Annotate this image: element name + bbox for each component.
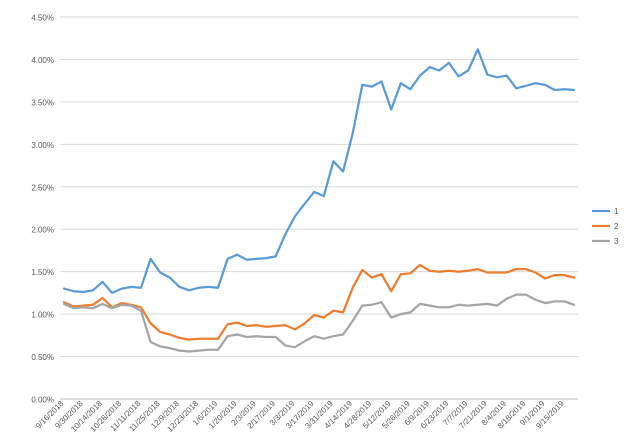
y-tick-label: 2.00% <box>31 226 54 235</box>
y-tick-label: 3.00% <box>31 141 54 150</box>
y-tick-label: 4.50% <box>31 14 54 23</box>
series-layer <box>62 48 576 353</box>
y-tick-label: 0.00% <box>31 396 54 405</box>
y-tick-label: 1.50% <box>31 268 54 277</box>
legend-label: 1 <box>614 207 619 216</box>
legend-item-1: 1 <box>592 207 619 216</box>
series-line-1 <box>62 48 576 295</box>
series-line-3 <box>62 293 576 353</box>
y-tick-label: 2.50% <box>31 183 54 192</box>
x-axis: 9/16/20189/30/201810/14/201810/28/201811… <box>34 399 566 434</box>
legend-item-2: 2 <box>592 222 619 231</box>
grid-layer <box>60 16 578 400</box>
y-tick-label: 1.00% <box>31 311 54 320</box>
legend-item-3: 3 <box>592 237 619 246</box>
y-tick-label: 4.00% <box>31 56 54 65</box>
legend-label: 2 <box>614 222 619 231</box>
series-line-2 <box>62 263 576 341</box>
y-tick-label: 0.50% <box>31 353 54 362</box>
y-tick-label: 3.50% <box>31 98 54 107</box>
y-axis: 0.00% 0.50% 1.00% 1.50% 2.00% 2.50% 3.00% 3.50%… <box>31 14 54 405</box>
legend-label: 3 <box>614 237 619 246</box>
legend: 1 2 3 <box>592 207 619 246</box>
